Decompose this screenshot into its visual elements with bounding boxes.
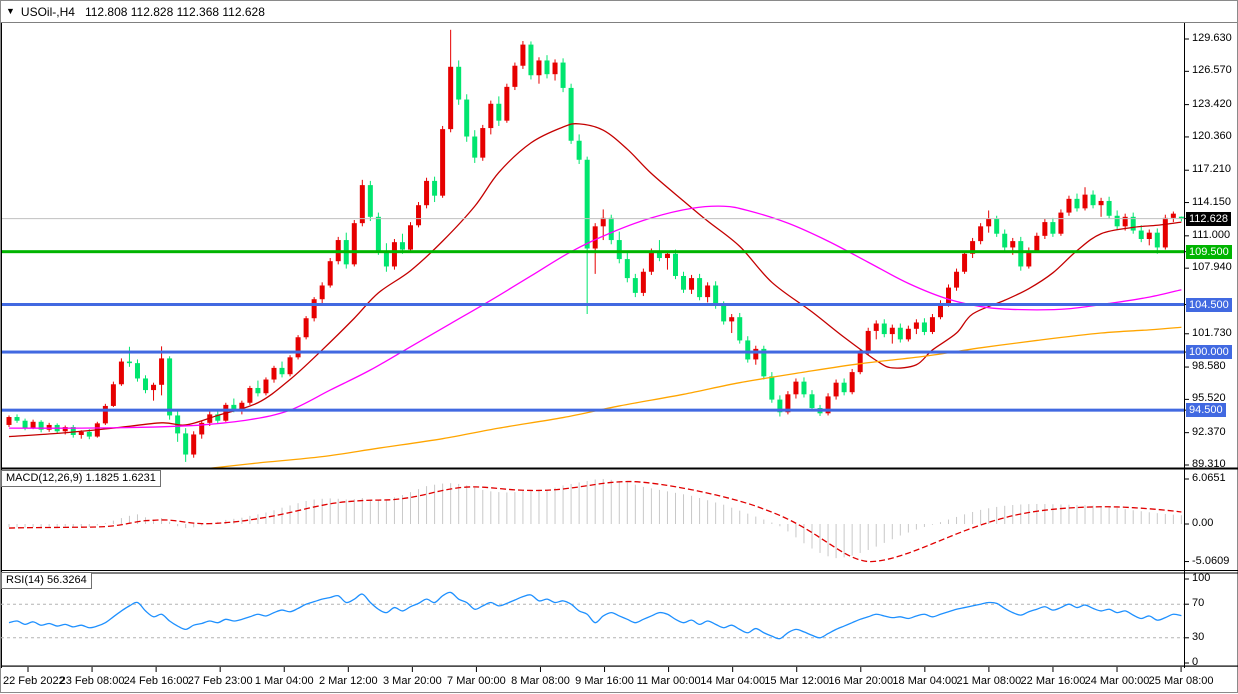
moving-averages bbox=[8, 123, 1182, 469]
axis-ticks bbox=[27, 38, 1189, 672]
support-line bbox=[1, 303, 1184, 307]
symbol-dropdown-icon[interactable]: ▼ bbox=[6, 6, 15, 16]
mid-ma-line bbox=[8, 205, 1182, 429]
current-price bbox=[1, 218, 1184, 220]
chart-titlebar: ▼ USOil-,H4 112.808 112.828 112.368 112.… bbox=[1, 1, 1237, 23]
support-line bbox=[1, 350, 1184, 354]
support-line bbox=[1, 408, 1184, 412]
price-level-lines bbox=[1, 218, 1184, 412]
ohlc-readout: 112.808 112.828 112.368 112.628 bbox=[84, 4, 265, 19]
rsi-panel bbox=[1, 591, 1184, 640]
rsi-line bbox=[8, 591, 1182, 640]
slow-ma-line bbox=[209, 326, 1182, 469]
panel-borders bbox=[1, 23, 1238, 668]
macd-indicator-label: MACD(12,26,9) 1.1825 1.6231 bbox=[1, 470, 161, 487]
macd-panel bbox=[8, 478, 1182, 563]
support-line bbox=[1, 250, 1184, 254]
symbol-period-label: USOil-,H4 bbox=[20, 4, 75, 19]
rsi-indicator-label: RSI(14) 56.3264 bbox=[1, 572, 92, 589]
macd-signal-line bbox=[8, 480, 1182, 563]
fast-ma-line bbox=[8, 123, 1182, 438]
candlestick-series bbox=[6, 29, 1184, 462]
